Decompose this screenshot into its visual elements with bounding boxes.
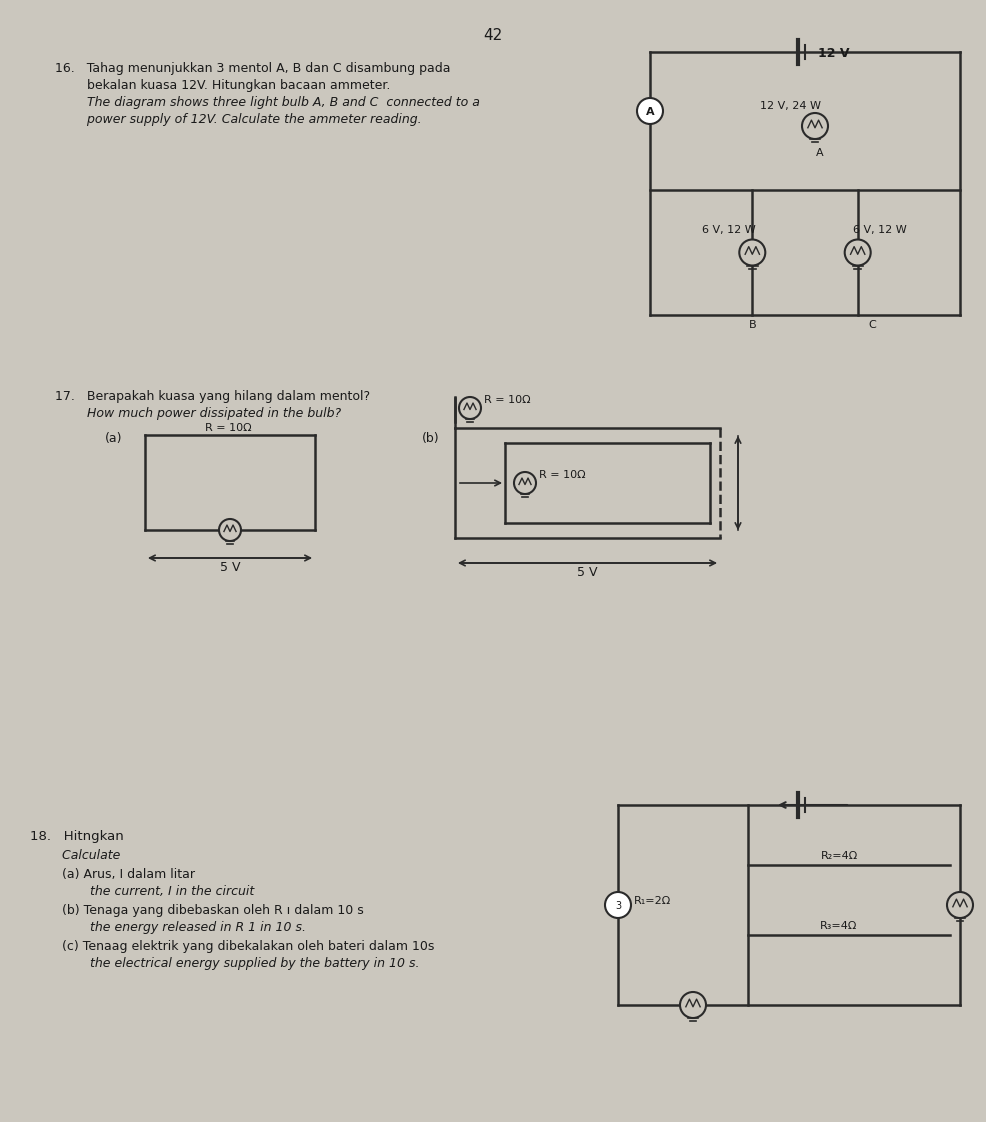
Circle shape: [802, 113, 828, 139]
Text: R₁=2Ω: R₁=2Ω: [634, 896, 671, 905]
Text: R = 10Ω: R = 10Ω: [484, 395, 530, 405]
Text: bekalan kuasa 12V. Hitungkan bacaan ammeter.: bekalan kuasa 12V. Hitungkan bacaan amme…: [55, 79, 390, 92]
Circle shape: [459, 397, 481, 419]
Text: How much power dissipated in the bulb?: How much power dissipated in the bulb?: [55, 407, 341, 420]
Circle shape: [514, 472, 536, 494]
Circle shape: [637, 98, 663, 125]
Text: 17.   Berapakah kuasa yang hilang dalam mentol?: 17. Berapakah kuasa yang hilang dalam me…: [55, 390, 370, 403]
Text: (b): (b): [422, 432, 440, 445]
Text: Calculate: Calculate: [30, 849, 120, 862]
Text: 5 V: 5 V: [220, 561, 241, 574]
Text: R = 10Ω: R = 10Ω: [539, 470, 586, 480]
Text: 5 V: 5 V: [577, 565, 598, 579]
Text: 16.   Tahag menunjukkan 3 mentol A, B dan C disambung pada: 16. Tahag menunjukkan 3 mentol A, B dan …: [55, 62, 451, 75]
Text: A: A: [816, 148, 824, 158]
Text: B: B: [748, 320, 756, 330]
Circle shape: [605, 892, 631, 918]
Circle shape: [680, 992, 706, 1018]
Text: R₃=4Ω: R₃=4Ω: [820, 921, 858, 931]
Text: the current, I in the circuit: the current, I in the circuit: [30, 885, 254, 898]
Text: R = 10Ω: R = 10Ω: [205, 423, 251, 433]
Text: 42: 42: [483, 28, 503, 43]
Text: The diagram shows three light bulb A, B and C  connected to a: The diagram shows three light bulb A, B …: [55, 96, 480, 109]
Text: C: C: [869, 320, 877, 330]
Circle shape: [219, 519, 241, 541]
Text: (c) Tenaag elektrik yang dibekalakan oleh bateri dalam 10s: (c) Tenaag elektrik yang dibekalakan ole…: [30, 940, 435, 953]
Text: (a) Arus, I dalam litar: (a) Arus, I dalam litar: [30, 868, 195, 881]
Text: 18.   Hitngkan: 18. Hitngkan: [30, 830, 124, 843]
Text: 12 V: 12 V: [818, 47, 850, 59]
Text: the energy released in R 1 in 10 s.: the energy released in R 1 in 10 s.: [30, 921, 306, 934]
Circle shape: [740, 239, 765, 266]
Text: (a): (a): [105, 432, 122, 445]
Text: 6 V, 12 W: 6 V, 12 W: [853, 224, 906, 234]
Text: the electrical energy supplied by the battery in 10 s.: the electrical energy supplied by the ba…: [30, 957, 419, 971]
Text: A: A: [646, 107, 655, 117]
Text: 6 V, 12 W: 6 V, 12 W: [702, 224, 756, 234]
Text: power supply of 12V. Calculate the ammeter reading.: power supply of 12V. Calculate the ammet…: [55, 113, 422, 126]
Text: (b) Tenaga yang dibebaskan oleh R ı dalam 10 s: (b) Tenaga yang dibebaskan oleh R ı dala…: [30, 904, 364, 917]
Text: R₂=4Ω: R₂=4Ω: [820, 850, 858, 861]
Circle shape: [845, 239, 871, 266]
Circle shape: [947, 892, 973, 918]
Text: 3: 3: [615, 901, 621, 911]
Text: 12 V, 24 W: 12 V, 24 W: [760, 101, 821, 111]
